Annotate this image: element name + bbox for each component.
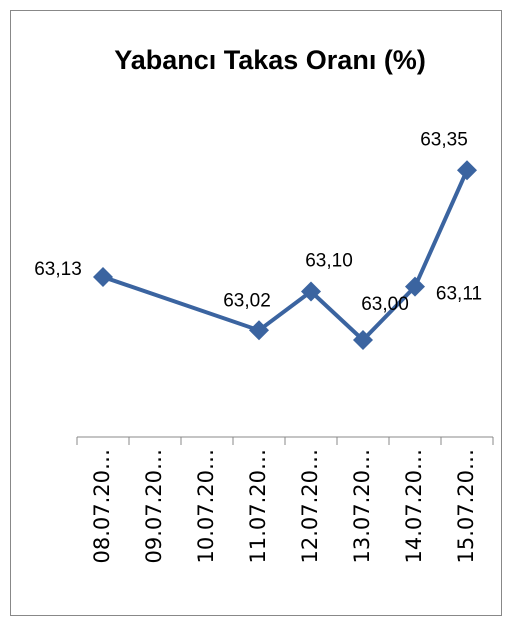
chart-title: Yabancı Takas Oranı (%) bbox=[114, 45, 426, 75]
point-marker bbox=[457, 160, 477, 181]
x-tick-label: 12.07.20… bbox=[298, 449, 322, 564]
series-line bbox=[102, 169, 469, 342]
chart-frame bbox=[10, 10, 502, 616]
point-marker bbox=[353, 330, 373, 350]
x-tick-label: 14.07.20… bbox=[402, 449, 426, 564]
data-label: 63,02 bbox=[223, 290, 271, 311]
data-label: 63,10 bbox=[305, 251, 353, 272]
point-marker bbox=[249, 320, 269, 341]
point-marker bbox=[93, 266, 113, 287]
point-marker bbox=[301, 281, 321, 302]
data-label: 63,00 bbox=[361, 294, 409, 315]
x-tick-label: 10.07.20… bbox=[194, 449, 218, 564]
x-tick-label: 08.07.20… bbox=[90, 449, 114, 564]
x-tick-label: 09.07.20… bbox=[142, 449, 166, 564]
data-label: 63,13 bbox=[34, 259, 82, 280]
point-marker bbox=[405, 276, 425, 297]
x-tick-label: 11.07.20… bbox=[246, 449, 270, 564]
x-tick-label: 13.07.20… bbox=[350, 449, 374, 564]
data-label: 63,11 bbox=[436, 284, 482, 305]
data-label: 63,35 bbox=[420, 129, 468, 150]
x-tick-label: 15.07.20… bbox=[454, 449, 478, 564]
